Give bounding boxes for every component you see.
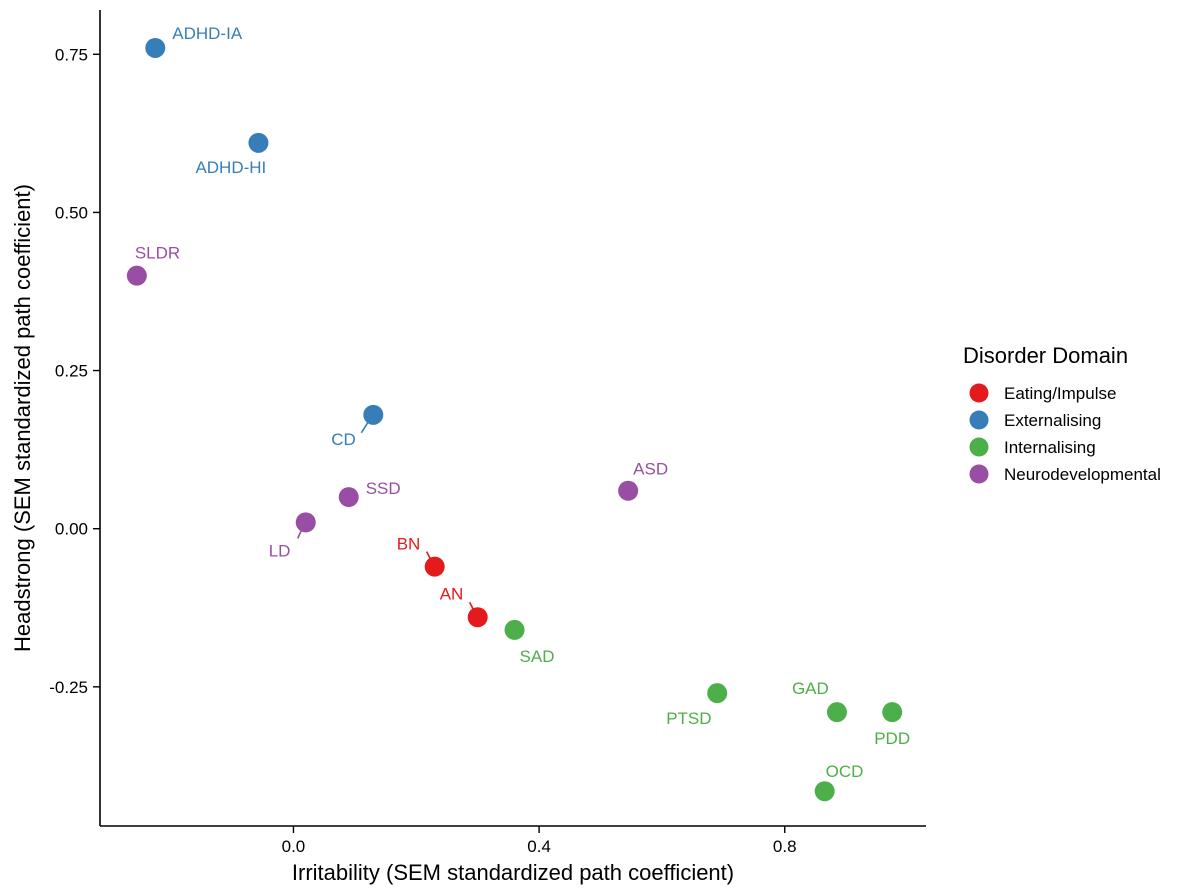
data-point	[295, 512, 316, 533]
data-point-label: SSD	[366, 479, 401, 498]
data-point	[126, 265, 147, 286]
points-layer	[126, 37, 903, 802]
x-tick-label: 0.4	[527, 837, 551, 856]
data-point-label: PTSD	[666, 709, 711, 728]
legend-entry-label: Internalising	[1004, 438, 1096, 457]
data-point	[248, 132, 269, 153]
legend-swatch	[969, 383, 989, 403]
data-point	[882, 702, 903, 723]
data-point	[363, 404, 384, 425]
y-tick-label: -0.25	[49, 678, 88, 697]
data-point	[338, 487, 359, 508]
data-point-label: CD	[331, 430, 356, 449]
legend-entries: Eating/Impulse Externalising Internalising…	[969, 383, 1161, 484]
data-point-label: OCD	[826, 762, 864, 781]
legend-swatch	[969, 410, 989, 430]
data-point-label: AN	[440, 584, 464, 603]
data-point	[618, 480, 639, 501]
y-axis-title: Headstrong (SEM standardized path coeffi…	[10, 184, 35, 652]
label-leader-line	[468, 601, 476, 613]
legend-entry-label: Eating/Impulse	[1004, 384, 1116, 403]
legend-swatch	[969, 464, 989, 484]
data-point-label: SAD	[520, 647, 555, 666]
legend-title: Disorder Domain	[963, 343, 1128, 368]
data-point	[467, 607, 488, 628]
data-point-label: BN	[397, 535, 421, 554]
point-labels-layer: ADHD-IA ADHD-HI SLDR CD SSD LD ASD BN AN SAD PTSD G…	[135, 24, 910, 781]
data-point-label: ASD	[633, 460, 668, 479]
data-point	[826, 702, 847, 723]
data-point-label: ADHD-HI	[195, 158, 266, 177]
data-point	[145, 37, 166, 58]
x-tick-label: 0.8	[773, 837, 797, 856]
label-leader-line	[360, 418, 371, 434]
y-tick-label: 0.75	[55, 45, 88, 64]
legend-entry-label: Externalising	[1004, 411, 1101, 430]
data-point-label: ADHD-IA	[172, 24, 243, 43]
data-point-label: SLDR	[135, 244, 180, 263]
data-point	[504, 619, 525, 640]
x-axis-title: Irritability (SEM standardized path coef…	[292, 860, 734, 885]
data-point	[424, 556, 445, 577]
x-tick-label: 0.0	[282, 837, 306, 856]
y-ticks: 0.75 0.50 0.25 0.00 -0.25	[49, 45, 100, 697]
data-point-label: GAD	[792, 679, 829, 698]
legend-swatch	[969, 437, 989, 457]
y-tick-label: 0.00	[55, 520, 88, 539]
data-point-label: LD	[269, 541, 291, 560]
legend-entry-label: Neurodevelopmental	[1004, 465, 1161, 484]
y-tick-label: 0.25	[55, 362, 88, 381]
x-ticks: 0.0 0.4 0.8	[282, 826, 797, 856]
legend: Disorder Domain Eating/Impulse Externalis…	[963, 343, 1161, 484]
y-tick-label: 0.50	[55, 203, 88, 222]
label-leader-line	[297, 527, 304, 539]
data-point	[707, 683, 728, 704]
label-leader-line	[425, 551, 433, 563]
data-point-label: PDD	[874, 729, 910, 748]
axes	[99, 10, 926, 827]
data-point	[814, 781, 835, 802]
